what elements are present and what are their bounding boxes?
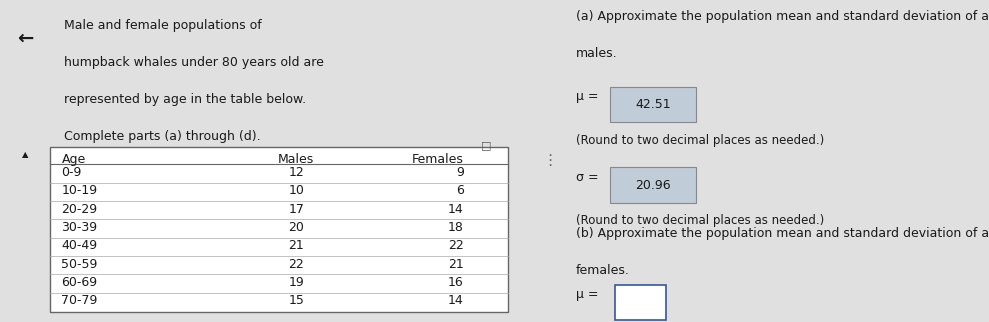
Text: 14: 14 — [448, 294, 464, 307]
Text: σ =: σ = — [576, 171, 602, 184]
Text: humpback whales under 80 years old are: humpback whales under 80 years old are — [64, 56, 324, 69]
Text: 12: 12 — [288, 166, 304, 179]
Text: 22: 22 — [448, 239, 464, 252]
Text: 18: 18 — [448, 221, 464, 234]
Text: ←: ← — [17, 29, 34, 48]
Bar — [615, 285, 667, 320]
Text: 60-69: 60-69 — [61, 276, 98, 289]
Text: 50-59: 50-59 — [61, 258, 98, 270]
Text: 19: 19 — [288, 276, 304, 289]
Text: 40-49: 40-49 — [61, 239, 98, 252]
Text: 21: 21 — [448, 258, 464, 270]
Text: 20: 20 — [288, 221, 304, 234]
Text: 10-19: 10-19 — [61, 184, 98, 197]
Text: 21: 21 — [288, 239, 304, 252]
Text: 17: 17 — [288, 203, 304, 215]
Text: Age: Age — [61, 153, 86, 166]
Text: μ =: μ = — [576, 288, 598, 301]
Text: μ =: μ = — [576, 90, 602, 103]
Text: 15: 15 — [288, 294, 304, 307]
Bar — [610, 87, 696, 122]
Text: 6: 6 — [456, 184, 464, 197]
Text: (Round to two decimal places as needed.): (Round to two decimal places as needed.) — [576, 134, 824, 147]
Text: (a) Approximate the population mean and standard deviation of age for: (a) Approximate the population mean and … — [576, 10, 989, 23]
Text: 30-39: 30-39 — [61, 221, 98, 234]
Bar — [50, 147, 508, 312]
Text: females.: females. — [576, 264, 630, 277]
Text: Male and female populations of: Male and female populations of — [64, 19, 262, 32]
Text: 20-29: 20-29 — [61, 203, 98, 215]
Text: (Round to two decimal places as needed.): (Round to two decimal places as needed.) — [576, 214, 824, 227]
Text: 20.96: 20.96 — [636, 179, 672, 192]
Text: (b) Approximate the population mean and standard deviation of age for: (b) Approximate the population mean and … — [576, 227, 989, 240]
Text: Complete parts (a) through (d).: Complete parts (a) through (d). — [64, 130, 261, 143]
Text: 10: 10 — [288, 184, 304, 197]
Text: 70-79: 70-79 — [61, 294, 98, 307]
Bar — [610, 167, 696, 203]
Text: ▲: ▲ — [22, 150, 29, 159]
Text: Males: Males — [278, 153, 315, 166]
Text: Females: Females — [411, 153, 464, 166]
Text: 16: 16 — [448, 276, 464, 289]
Text: 9: 9 — [456, 166, 464, 179]
Text: 42.51: 42.51 — [636, 98, 672, 111]
Text: represented by age in the table below.: represented by age in the table below. — [64, 93, 307, 106]
Text: 14: 14 — [448, 203, 464, 215]
Text: 0-9: 0-9 — [61, 166, 82, 179]
Text: ⋮: ⋮ — [543, 154, 558, 168]
Text: □: □ — [481, 140, 492, 150]
Text: 22: 22 — [288, 258, 304, 270]
Text: males.: males. — [576, 47, 617, 60]
